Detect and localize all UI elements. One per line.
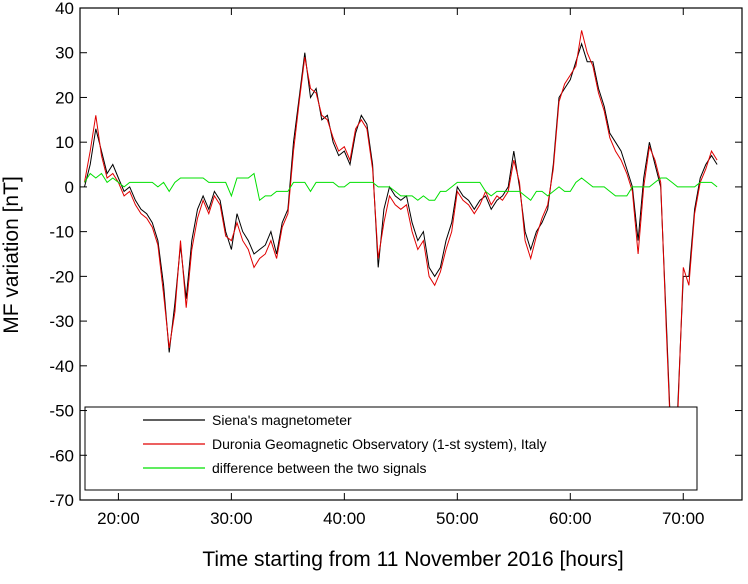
x-tick-label: 70:00 <box>662 509 705 528</box>
x-tick-label: 50:00 <box>436 509 479 528</box>
y-tick-label: -60 <box>49 446 74 465</box>
y-tick-label: 0 <box>65 178 74 197</box>
y-axis-title: MF variation [nT] <box>0 176 23 334</box>
y-tick-label: 10 <box>55 133 74 152</box>
x-tick-label: 40:00 <box>323 509 366 528</box>
y-tick-label: -70 <box>49 491 74 510</box>
x-axis-title: Time starting from 11 November 2016 [hou… <box>202 548 623 571</box>
series-line <box>84 42 718 465</box>
x-tick-label: 30:00 <box>210 509 253 528</box>
legend: Siena's magnetometer Duronia Geomagnetic … <box>84 406 698 491</box>
y-tick-label: -30 <box>49 312 74 331</box>
series-line <box>84 30 718 469</box>
y-tick-label: -50 <box>49 402 74 421</box>
legend-label: Siena's magnetometer <box>212 412 352 428</box>
y-tick-label: -20 <box>49 267 74 286</box>
y-tick-label: 40 <box>55 0 74 18</box>
x-tick-label: 60:00 <box>549 509 592 528</box>
legend-label: Duronia Geomagnetic Observatory (1-st sy… <box>212 436 547 452</box>
y-tick-label: 20 <box>55 88 74 107</box>
legend-box <box>84 406 698 491</box>
legend-label: difference between the two signals <box>212 460 427 476</box>
series-line <box>84 172 718 202</box>
plot-frame <box>79 7 743 501</box>
y-tick-label: 30 <box>55 44 74 63</box>
x-tick-label: 20:00 <box>97 509 140 528</box>
series-lines <box>84 30 718 469</box>
y-tick-label: -10 <box>49 223 74 242</box>
y-tick-label: -40 <box>49 357 74 376</box>
